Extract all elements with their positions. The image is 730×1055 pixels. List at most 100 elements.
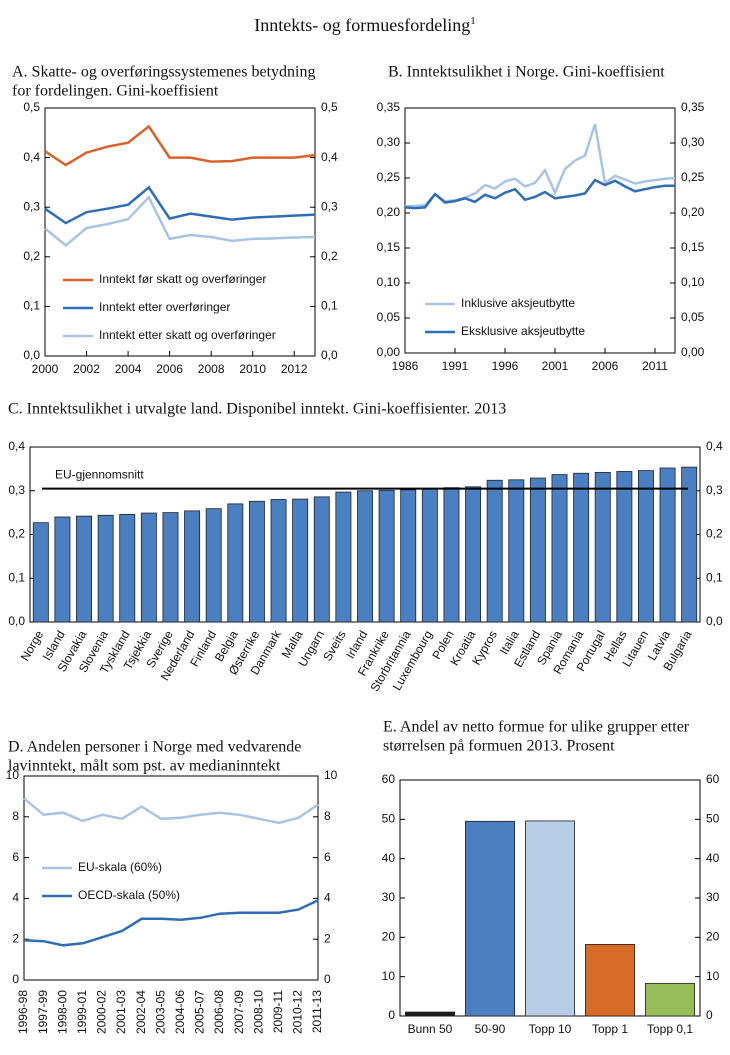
x-tick-label: 2007-09 — [232, 990, 246, 1034]
y-tick-label: 0,1 — [23, 299, 40, 313]
bar — [421, 488, 438, 623]
title-text: Inntekts- og formuesfordeling — [254, 15, 470, 35]
x-tick-label: 1999-01 — [75, 990, 89, 1034]
y-tick-label: 0,10 — [377, 275, 401, 289]
y2-tick-label: 30 — [706, 890, 720, 904]
y2-tick-label: 0,1 — [706, 570, 723, 584]
y-tick-label: 50 — [382, 812, 396, 826]
bar — [97, 514, 114, 623]
series-line — [44, 185, 316, 225]
panel-title: E. Andel av netto formue for ulike grupp… — [383, 719, 690, 736]
bar — [140, 512, 157, 623]
x-tick-label: 50-90 — [475, 1022, 506, 1036]
y-tick-label: 20 — [382, 930, 396, 944]
x-tick-label: Topp 0,1 — [647, 1022, 693, 1036]
y-tick-label: 40 — [382, 851, 396, 865]
y2-tick-label: 0,0 — [321, 348, 338, 362]
y2-tick-label: 40 — [706, 851, 720, 865]
y2-tick-label: 0,2 — [706, 527, 723, 541]
y2-tick-label: 2 — [324, 931, 331, 945]
y2-tick-label: 60 — [706, 772, 720, 786]
legend-label: EU-skala (60%) — [78, 860, 162, 874]
bar — [573, 472, 590, 623]
bar — [508, 479, 525, 623]
x-tick-label: 2001-03 — [114, 990, 128, 1034]
bar — [119, 513, 136, 623]
y-tick-label: 0,2 — [23, 249, 40, 263]
x-tick-label: 2010-12 — [291, 990, 305, 1034]
legend-label: Inklusive aksjeutbytte — [461, 296, 575, 310]
y-tick-label: 0,1 — [8, 570, 25, 584]
y2-tick-label: 0,5 — [321, 100, 338, 114]
bar — [464, 820, 515, 1017]
x-tick-label: Sveits — [320, 628, 348, 663]
bar — [638, 470, 654, 623]
bar — [645, 982, 696, 1017]
bar — [443, 487, 460, 623]
bar — [270, 499, 287, 623]
panel-title: for fordelingen. Gini-koeffisient — [12, 83, 219, 100]
y2-tick-label: 6 — [324, 850, 331, 864]
bar — [227, 503, 244, 623]
bar — [248, 500, 265, 623]
footnote-mark: 1 — [470, 15, 476, 27]
y-tick-label: 0,00 — [377, 345, 401, 359]
y2-tick-label: 0,4 — [321, 150, 338, 164]
x-tick-label: 2006-08 — [212, 990, 226, 1034]
x-tick-label: 2009-11 — [271, 990, 285, 1033]
y-tick-label: 10 — [382, 969, 396, 983]
y-tick-label: 0,0 — [8, 614, 25, 628]
y2-tick-label: 0,20 — [681, 205, 705, 219]
x-tick-label: 2003-05 — [153, 990, 167, 1034]
figure-title: Inntekts- og formuesfordeling1 — [254, 15, 475, 36]
y2-tick-label: 0,10 — [681, 275, 705, 289]
y-tick-label: 0,25 — [377, 170, 401, 184]
panel-title: B. Inntektsulikhet i Norge. Gini-koeffis… — [388, 64, 665, 81]
x-tick-label: 1998-00 — [55, 990, 69, 1034]
series-line — [23, 899, 319, 947]
y-tick-label: 4 — [12, 891, 19, 905]
x-tick-label: 2000-02 — [95, 990, 109, 1034]
y2-tick-label: 0,35 — [681, 100, 705, 114]
y-tick-label: 8 — [12, 809, 19, 823]
y-tick-label: 0,3 — [8, 483, 25, 497]
x-tick-label: 2010 — [239, 362, 266, 376]
y-tick-label: 0,3 — [23, 199, 40, 213]
y2-tick-label: 0,3 — [706, 483, 723, 497]
x-tick-label: 2011-13 — [310, 990, 324, 1033]
bar — [32, 522, 49, 623]
bar — [486, 479, 503, 623]
series-line — [44, 195, 316, 248]
series-line — [23, 797, 319, 825]
x-tick-label: 1997-99 — [36, 990, 50, 1034]
y-tick-label: 0,15 — [377, 240, 401, 254]
y-tick-label: 0,30 — [377, 135, 401, 149]
bar — [404, 1011, 455, 1017]
y-tick-label: 0,20 — [377, 205, 401, 219]
x-tick-label: 2012 — [281, 362, 308, 376]
x-tick-label: 2002 — [73, 362, 100, 376]
legend-label: OECD-skala (50%) — [78, 888, 180, 902]
y2-tick-label: 4 — [324, 891, 331, 905]
x-tick-label: 2004-06 — [173, 990, 187, 1034]
panel-title: A. Skatte- og overføringssystemenes bety… — [12, 64, 316, 81]
series-line — [404, 178, 675, 210]
y-tick-label: 0,4 — [23, 150, 40, 164]
y2-tick-label: 8 — [324, 809, 331, 823]
y-tick-label: 0 — [388, 1008, 395, 1022]
panel-title: C. Inntektsulikhet i utvalgte land. Disp… — [8, 401, 506, 418]
bar — [313, 496, 330, 623]
plot-frame — [23, 775, 319, 981]
bar — [551, 474, 568, 623]
x-tick-label: 2006 — [156, 362, 183, 376]
bar — [681, 466, 698, 623]
y2-tick-label: 10 — [706, 969, 720, 983]
y2-tick-label: 0 — [324, 972, 331, 986]
y2-tick-label: 0,4 — [706, 439, 723, 453]
bar — [205, 508, 222, 623]
panel-title: D. Andelen personer i Norge med vedvaren… — [8, 739, 301, 756]
bar — [357, 490, 373, 623]
panel-title: størrelsen på formuen 2013. Prosent — [383, 738, 615, 755]
x-tick-label: 1996-98 — [16, 990, 30, 1034]
